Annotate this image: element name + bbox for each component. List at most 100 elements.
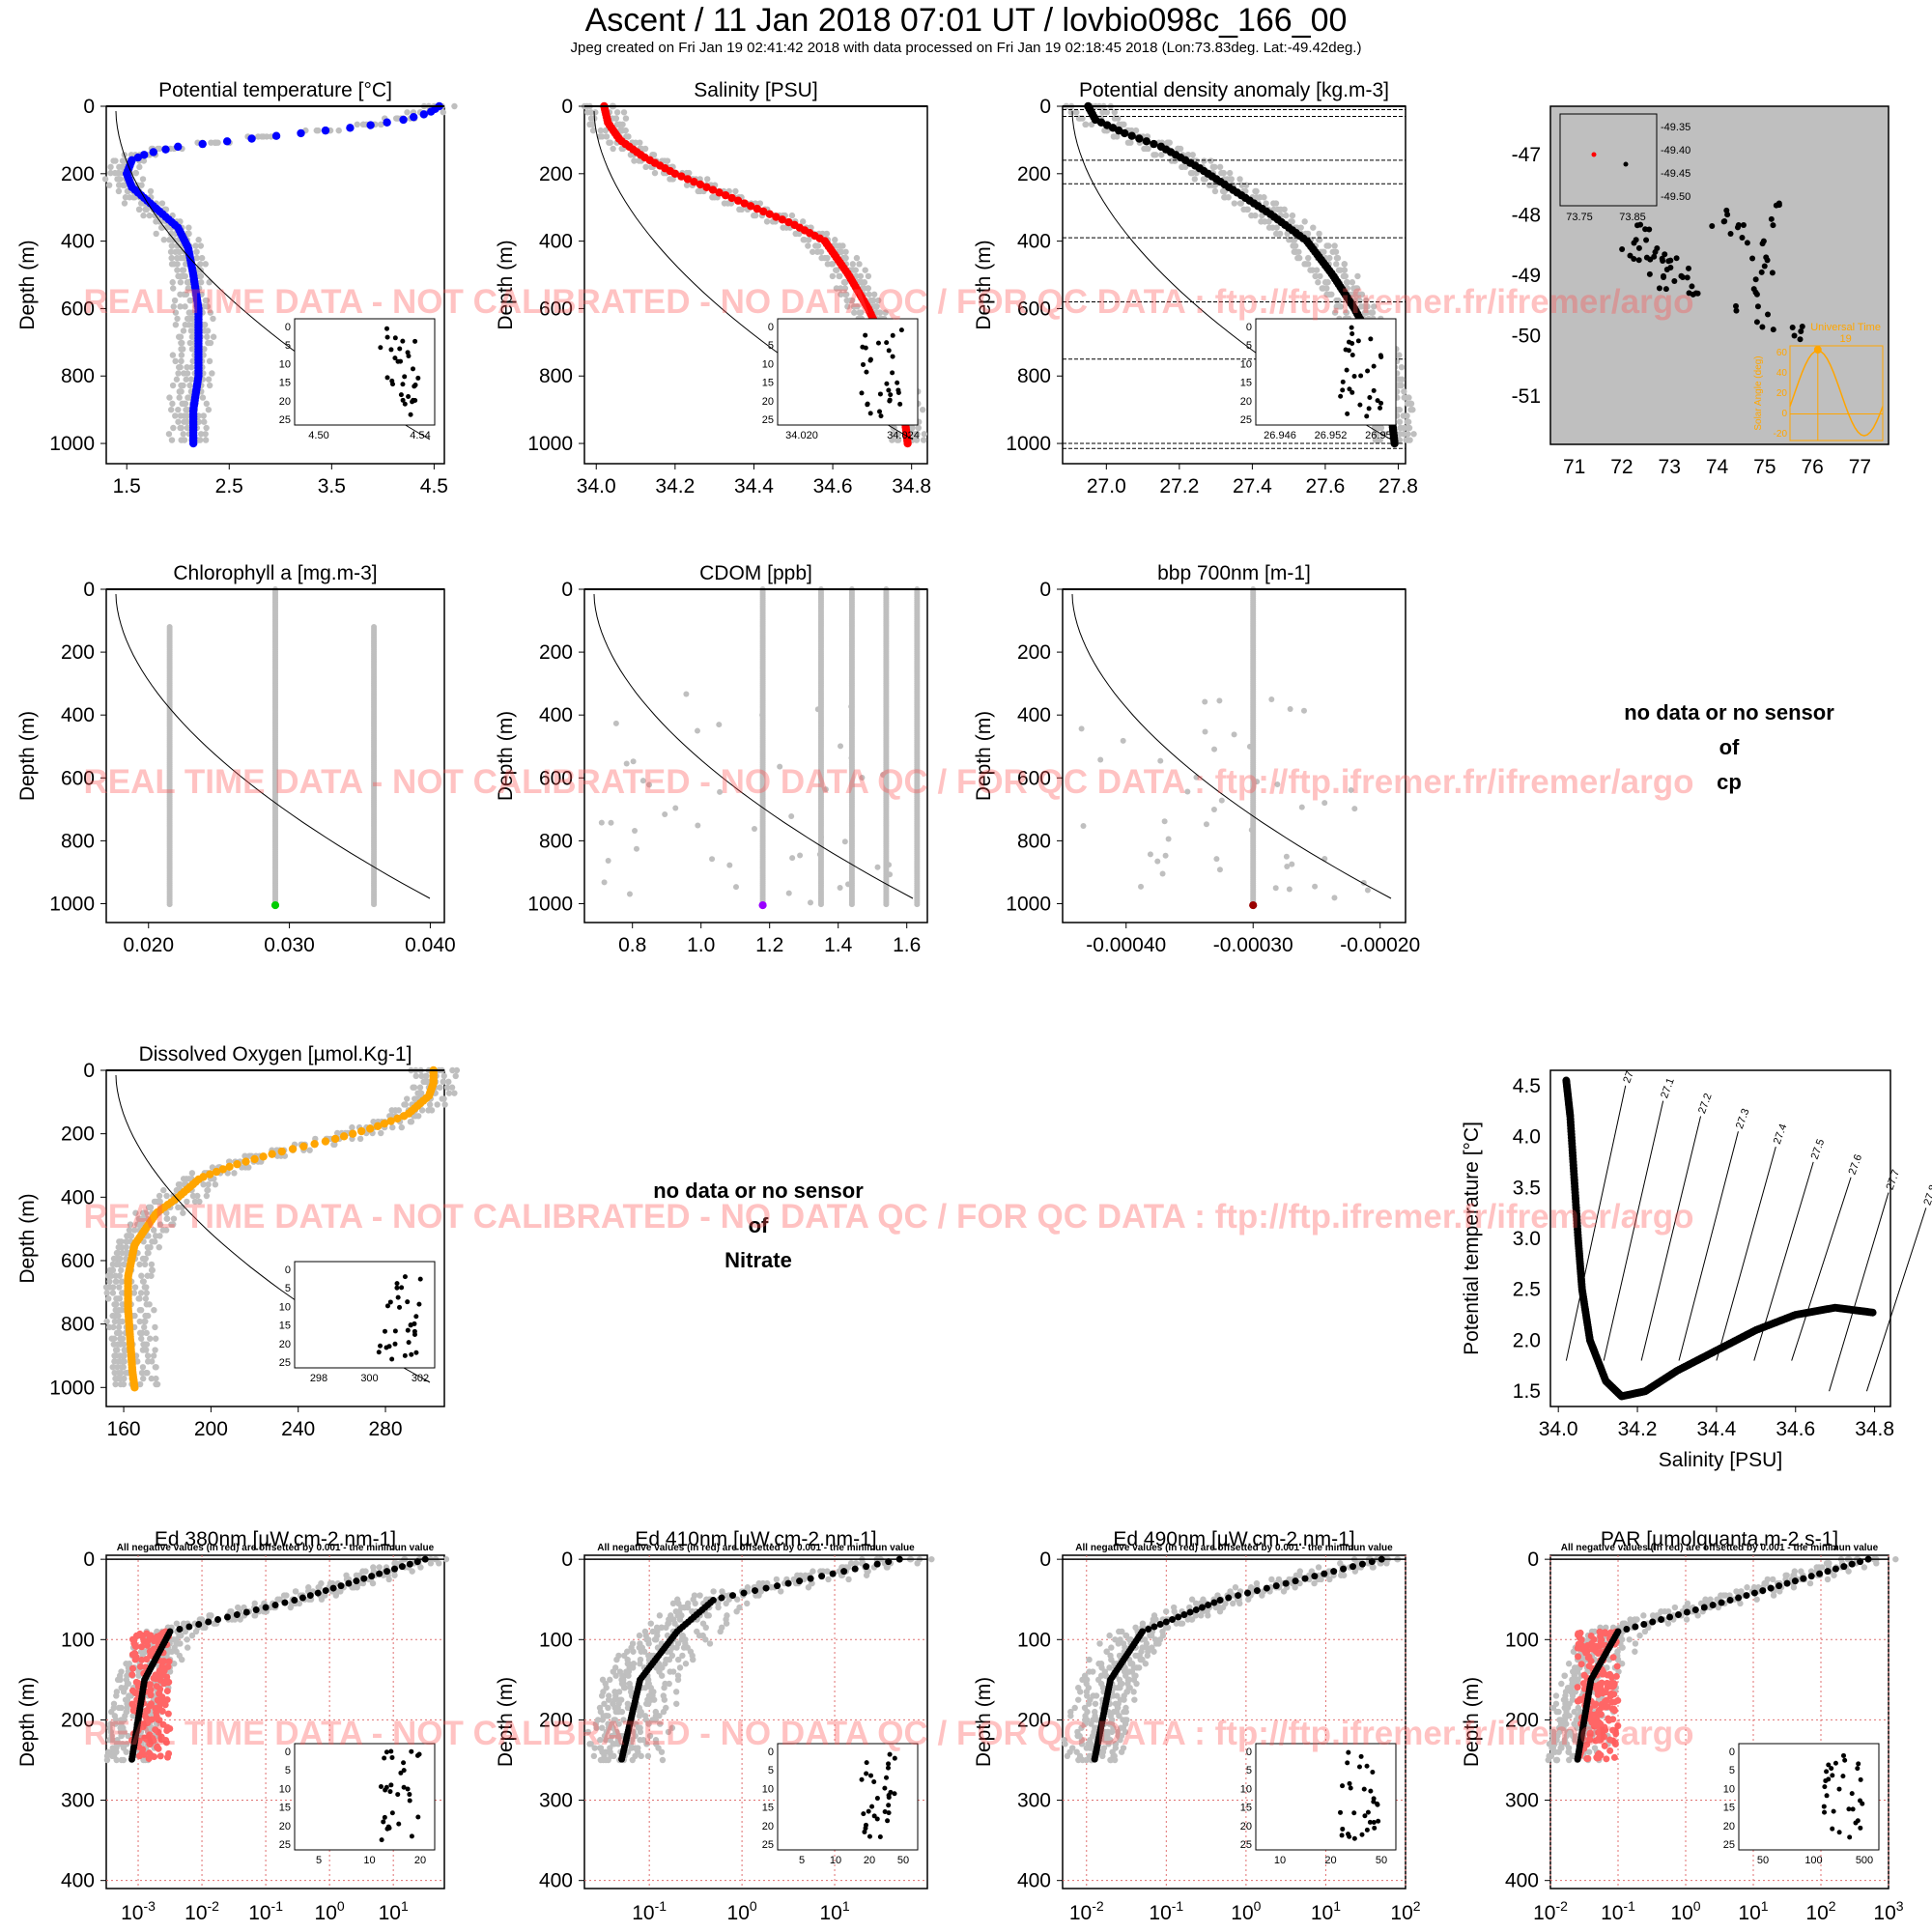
history-point [156,1193,162,1199]
history-point [186,383,192,388]
history-point [1313,273,1319,279]
x-tick-label: 200 [194,1418,228,1440]
inset-temp: 05101520254.50 4.54 [279,319,435,441]
x-tick-label: 34.2 [1618,1418,1658,1440]
history-point [204,334,210,340]
float-position [1751,286,1757,292]
history-point [123,1244,128,1250]
history-point [1307,267,1313,272]
history-point [1217,164,1223,170]
inset-x-tick-label: 302 [412,1373,429,1384]
float-position [1634,222,1640,228]
history-point [168,255,174,261]
y-tick-label: 1000 [1006,433,1051,455]
inset-y-tick-label: 20 [762,396,774,408]
y-tick-label: 1000 [49,893,95,915]
float-position [1753,276,1759,282]
history-point [1097,757,1103,763]
history-point [625,133,631,139]
inset-point [899,327,904,332]
history-point [866,273,871,279]
history-point [128,1233,133,1238]
x-tick-label: 27.6 [1305,475,1345,497]
history-point [198,431,204,437]
plots-canvas: Potential temperature [°C]Depth (m)02004… [0,0,1932,1932]
history-point [444,1085,450,1091]
float-position [1647,271,1653,277]
float-position [1667,265,1673,270]
history-point [842,285,848,291]
history-point [652,170,658,176]
history-point [122,1347,128,1352]
history-point [752,826,757,832]
y-tick-label: 400 [61,1186,95,1208]
y-tick-label: 200 [1017,163,1051,185]
history-point [116,1284,122,1290]
history-point [121,1341,127,1347]
history-point [1268,696,1274,702]
inset-frame [778,319,918,425]
y-axis-label: Depth (m) [973,240,995,329]
y-axis-label: Depth (m) [16,1677,39,1767]
history-point [177,425,183,431]
history-point [183,273,188,279]
history-point [116,164,122,170]
history-point [1405,437,1410,442]
history-point [118,1370,124,1376]
history-point [1407,401,1413,407]
inset-point [878,413,883,418]
history-point [454,1067,460,1073]
history-point [140,176,146,182]
history-point [1121,738,1126,744]
plot-frame [1063,589,1406,923]
inset-point [397,1305,402,1310]
history-point [851,309,857,315]
history-point [1252,188,1258,194]
history-point [204,1193,210,1199]
x-tick-label: 280 [369,1418,403,1440]
history-point [759,712,765,718]
history-point [1303,261,1309,267]
history-point [1331,242,1337,248]
data-point [150,148,157,156]
history-point [764,218,770,224]
history-point [185,370,190,376]
history-point [640,778,646,783]
history-point [200,394,206,400]
x-tick-label: 1.2 [755,934,783,956]
float-position [1721,218,1727,224]
x-axis-label: Salinity [PSU] [1659,1449,1782,1471]
inset-point [389,1357,394,1362]
history-point [789,213,795,218]
history-point [1238,182,1244,187]
history-point [920,407,925,412]
x-tick-label: 4.5 [420,475,448,497]
history-point [800,218,806,224]
history-point [875,865,881,870]
history-point [805,242,810,248]
y-tick-label: 800 [1017,365,1051,387]
inset-point [1358,374,1363,379]
float-position [1728,231,1734,237]
history-point [143,1284,149,1290]
history-point [112,157,118,163]
isopycnal-line [1641,1116,1700,1360]
history-point [137,1330,143,1336]
history-point [1166,836,1172,841]
data-point [383,119,390,127]
history-point [189,1633,195,1638]
inset-lon-label: 73.85 [1619,212,1646,223]
history-point [1355,292,1361,298]
history-point [843,292,849,298]
history-point [1398,383,1404,388]
history-point [140,1364,146,1370]
inset-y-tick-label: 25 [1240,414,1252,426]
history-point [110,1290,116,1295]
x-tick-label: 34.4 [734,475,774,497]
y-axis-label: Depth (m) [16,711,39,801]
history-point [815,242,821,248]
float-position [1647,257,1653,263]
inset-point [864,370,868,375]
history-point [137,1319,143,1324]
